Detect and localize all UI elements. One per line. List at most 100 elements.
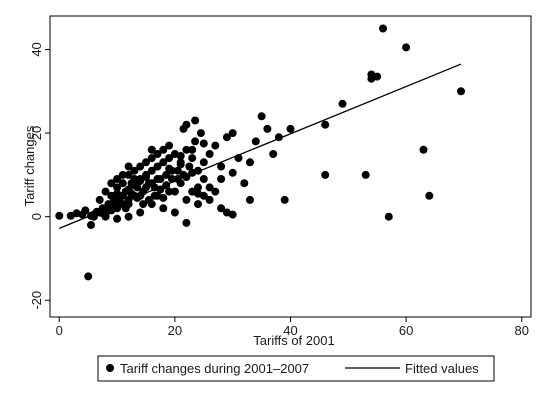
scatter-point [101, 187, 110, 196]
x-tick-label: 0 [56, 323, 63, 338]
scatter-point [286, 124, 295, 133]
scatter-point [84, 272, 93, 281]
scatter-point [211, 141, 220, 150]
scatter-point [182, 218, 191, 227]
scatter-point [87, 221, 95, 229]
scatter-point [379, 24, 387, 33]
scatter-point [81, 206, 90, 215]
scatter-point [419, 145, 428, 154]
scatter-point [194, 189, 202, 198]
scatter-point [321, 120, 330, 129]
scatter-point [147, 166, 156, 175]
scatter-point [205, 150, 214, 158]
scatter-point [182, 145, 191, 154]
scatter-point [425, 191, 434, 200]
scatter-point [361, 170, 370, 179]
x-tick-label: 60 [399, 323, 413, 338]
scatter-point [118, 170, 127, 179]
scatter-point [113, 183, 122, 192]
x-tick-label: 80 [515, 323, 529, 338]
y-tick-label: 20 [29, 126, 44, 140]
scatter-point [384, 212, 393, 221]
scatter-point [162, 170, 171, 179]
legend-box [97, 355, 495, 382]
scatter-point [251, 137, 260, 146]
x-axis-label: Tariffs of 2001 [253, 333, 334, 348]
scatter-point [173, 166, 182, 175]
scatter-point [205, 183, 214, 192]
scatter-point [191, 137, 200, 146]
scatter-point [176, 179, 185, 188]
scatter-point [124, 200, 133, 209]
scatter-point [182, 120, 191, 129]
scatter-point [170, 187, 179, 196]
scatter-point [147, 179, 156, 188]
scatter-point [144, 195, 153, 204]
scatter-point [124, 162, 133, 171]
scatter-point [153, 162, 162, 171]
legend-scatter-label: Tariff changes during 2001–2007 [120, 361, 309, 376]
scatter-point [194, 183, 202, 192]
scatter-point [217, 175, 226, 183]
scatter-point [246, 158, 254, 167]
scatter-point [176, 152, 185, 160]
scatter-point [191, 116, 200, 125]
scatter-point [147, 154, 156, 163]
scatter-point [124, 170, 133, 179]
y-axis-label: Tariff changes [22, 125, 37, 206]
scatter-point [269, 150, 278, 158]
scatter-point [159, 145, 168, 154]
legend-scatter-marker [106, 364, 114, 372]
scatter-point [196, 129, 205, 138]
scatter-point [228, 210, 237, 219]
y-axis: -20 0 20 40 [29, 42, 50, 310]
scatter-point [217, 162, 226, 171]
scatter-point [194, 200, 202, 209]
scatter-point [280, 195, 289, 204]
x-tick-label: 40 [283, 323, 297, 338]
scatter-point [257, 112, 266, 121]
scatter-point [321, 170, 330, 179]
x-tick-label: 20 [168, 323, 182, 338]
scatter-point [150, 191, 159, 200]
scatter-point [124, 212, 133, 221]
scatter-point [402, 43, 411, 52]
scatter-point [130, 181, 139, 190]
scatter-point [217, 204, 226, 213]
scatter-point [153, 150, 162, 158]
y-tick-label: 40 [29, 42, 44, 56]
scatter-point [66, 211, 75, 220]
scatter-point [338, 99, 347, 108]
scatter-point [246, 195, 254, 204]
scatter-point [240, 179, 249, 188]
scatter-point [228, 168, 237, 177]
scatter-point [142, 158, 150, 167]
scatter-point [136, 208, 145, 217]
scatter-point [136, 162, 145, 171]
scatter-point [153, 175, 162, 183]
y-tick-label: 0 [29, 213, 44, 220]
fitted-line [59, 63, 462, 229]
scatter-point [113, 214, 122, 223]
scatter-point [199, 158, 208, 167]
scatter-point [170, 208, 179, 217]
scatter-point [136, 177, 145, 186]
y-tick-label: -20 [29, 291, 44, 310]
scatter-point [211, 187, 220, 196]
scatter-point [228, 129, 237, 138]
scatter-point [113, 175, 122, 183]
scatter-point [142, 173, 150, 181]
scatter-point [159, 204, 168, 213]
scatter-point [159, 158, 168, 167]
scatter-point [118, 179, 127, 188]
scatter-point [139, 200, 148, 209]
scatter-point [107, 179, 116, 188]
scatter-point [142, 183, 150, 192]
scatter-point [95, 195, 104, 204]
scatter-point [222, 133, 231, 142]
scatter-point [165, 164, 174, 173]
scatter-point [182, 195, 191, 204]
scatter-point [55, 211, 64, 220]
scatter-point [159, 193, 168, 202]
